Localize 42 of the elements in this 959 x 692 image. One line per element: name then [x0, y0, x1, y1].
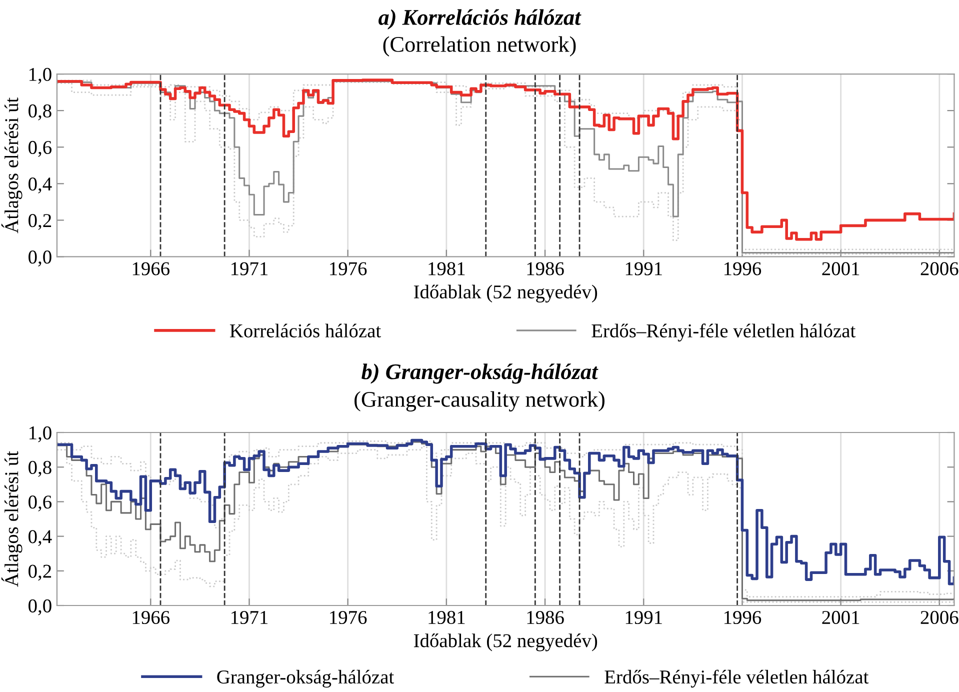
y-tick-label: 0,8 — [28, 460, 52, 477]
y-axis-title: Átlagos elérési út — [1, 97, 22, 234]
legend-label: Erdős–Rényi-féle véletlen hálózat — [592, 324, 856, 342]
chart-title: b) Granger-okság-hálózat — [362, 364, 598, 384]
y-tick-label: 0,4 — [28, 530, 52, 546]
x-tick-label: 1991 — [626, 610, 662, 624]
x-tick-label: 1986 — [527, 610, 564, 624]
x-tick-label: 1986 — [527, 262, 564, 276]
legend-label: Korrelációs hálózat — [230, 324, 381, 338]
y-tick-label: 1,0 — [30, 68, 52, 84]
x-tick-label: 1991 — [626, 262, 662, 276]
y-tick-label: 1,0 — [30, 426, 52, 442]
x-tick-label: 2006 — [920, 262, 958, 276]
y-tick-label: 0,0 — [28, 599, 52, 616]
x-axis-title: Időablak (52 negyedév) — [414, 634, 598, 652]
y-tick-label: 0,2 — [28, 214, 52, 230]
x-tick-label: 2001 — [822, 610, 860, 624]
x-tick-label: 1976 — [330, 262, 367, 276]
y-tick-label: 0,0 — [28, 250, 52, 266]
x-tick-label: 1981 — [428, 610, 465, 624]
legend-label: Granger-okság-hálózat — [217, 670, 394, 688]
x-tick-label: 2001 — [822, 262, 860, 276]
x-tick-label: 1996 — [724, 610, 762, 624]
x-tick-label: 1996 — [724, 262, 762, 276]
y-tick-label: 0,6 — [28, 496, 52, 512]
x-tick-label: 1971 — [231, 610, 268, 624]
x-tick-label: 1976 — [330, 610, 367, 624]
x-axis-title: Időablak (52 negyedév) — [414, 284, 598, 302]
x-tick-label: 1966 — [132, 610, 170, 624]
x-tick-label: 1966 — [132, 262, 170, 276]
y-tick-label: 0,8 — [28, 104, 52, 120]
y-axis-title: Átlagos elérési út — [1, 451, 22, 587]
chart-subtitle: (Granger-causality network) — [354, 391, 604, 412]
chart-subtitle: (Correlation network) — [383, 36, 576, 56]
x-tick-label: 1971 — [231, 262, 268, 276]
x-tick-label: 2006 — [920, 610, 958, 624]
legend-label: Erdős–Rényi-féle véletlen hálózat — [604, 670, 869, 688]
y-tick-label: 0,4 — [28, 177, 52, 194]
y-tick-label: 0,6 — [28, 140, 52, 157]
x-tick-label: 1981 — [428, 262, 465, 276]
y-tick-label: 0,2 — [28, 564, 52, 581]
chart-title: a) Korrelációs hálózat — [378, 9, 582, 30]
